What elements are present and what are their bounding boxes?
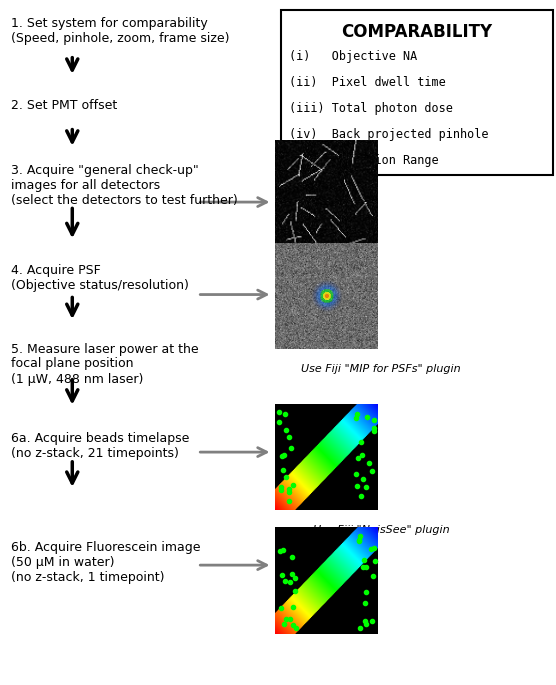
Bar [281, 10, 553, 175]
Text: (iv)  Back projected pinhole: (iv) Back projected pinhole [289, 128, 489, 141]
Text: Use Fiji "NoisSee" plugin: Use Fiji "NoisSee" plugin [312, 525, 449, 536]
Text: COMPARABILITY: COMPARABILITY [341, 23, 493, 40]
Text: (iii) Total photon dose: (iii) Total photon dose [289, 102, 453, 115]
Text: 3. Acquire "general check-up"
images for all detectors
(select the detectors to : 3. Acquire "general check-up" images for… [11, 164, 238, 208]
Text: 4. Acquire PSF
(Objective status/resolution): 4. Acquire PSF (Objective status/resolut… [11, 264, 189, 292]
Text: 6b. Acquire Fluorescein image
(50 μM in water)
(no z-stack, 1 timepoint): 6b. Acquire Fluorescein image (50 μM in … [11, 541, 201, 584]
Text: 6a. Acquire beads timelapse
(no z-stack, 21 timepoints): 6a. Acquire beads timelapse (no z-stack,… [11, 432, 190, 460]
Text: 1. Set system for comparability
(Speed, pinhole, zoom, frame size): 1. Set system for comparability (Speed, … [11, 17, 230, 45]
Text: (ii)  Pixel dwell time: (ii) Pixel dwell time [289, 76, 446, 89]
Text: (i)   Objective NA: (i) Objective NA [289, 50, 418, 63]
Text: Use Fiji "MIP for PSFs" plugin: Use Fiji "MIP for PSFs" plugin [301, 364, 461, 375]
Text: (v)   Detection Range: (v) Detection Range [289, 154, 439, 167]
Text: 2. Set PMT offset: 2. Set PMT offset [11, 99, 117, 112]
Text: 5. Measure laser power at the
focal plane position
(1 μW, 488 nm laser): 5. Measure laser power at the focal plan… [11, 342, 198, 386]
